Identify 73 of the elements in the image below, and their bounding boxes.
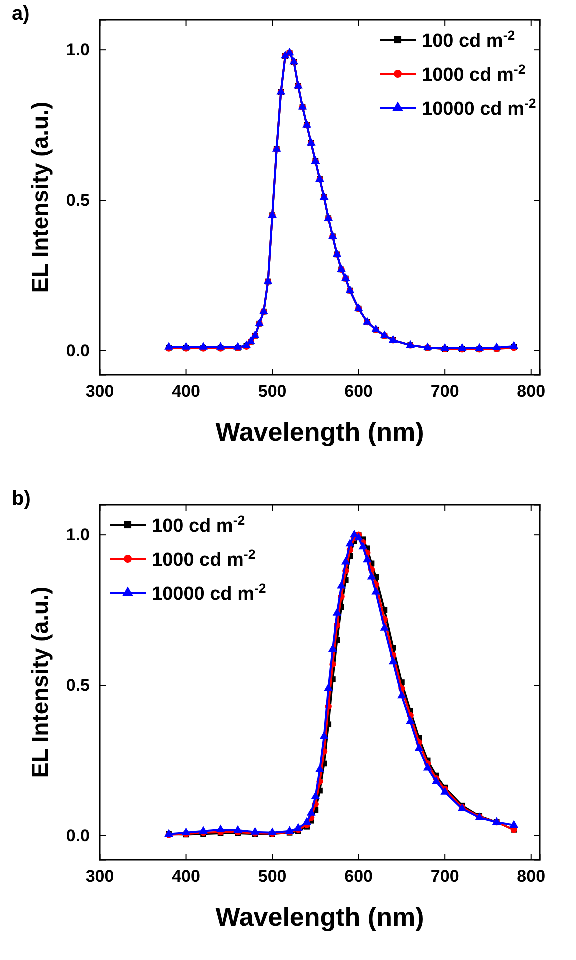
point <box>182 342 191 350</box>
point <box>372 587 381 595</box>
point <box>242 340 252 348</box>
point <box>234 342 242 350</box>
y-tick-label: 0.0 <box>66 826 90 846</box>
point <box>423 763 432 771</box>
point <box>164 829 174 837</box>
point <box>510 341 519 349</box>
point <box>510 820 519 828</box>
point <box>458 343 467 352</box>
y-tick-label: 0.5 <box>66 190 90 210</box>
x-tick-label: 400 <box>172 867 200 886</box>
legend-label: 1000 cd m$^{-2}$ <box>152 546 256 571</box>
point <box>363 554 372 563</box>
point <box>302 817 312 825</box>
point <box>354 532 364 541</box>
point <box>367 572 376 580</box>
point <box>328 644 338 652</box>
x-tick-label: 300 <box>86 867 114 886</box>
point <box>268 828 277 836</box>
chart-title: a) <box>12 3 30 25</box>
point <box>492 342 502 350</box>
point <box>346 538 355 547</box>
x-tick-label: 800 <box>517 382 546 402</box>
y-tick-label: 0.0 <box>66 341 90 360</box>
y-axis-title: EL Intensity (a.u.) <box>27 586 53 778</box>
y-tick-label: 1.0 <box>66 40 90 60</box>
y-tick-label: 1.0 <box>66 526 90 545</box>
point <box>216 342 226 350</box>
legend-label: 100 cd m$^{-2}$ <box>152 512 246 537</box>
point <box>337 581 346 589</box>
point <box>440 343 450 352</box>
point <box>216 824 226 832</box>
point <box>320 732 329 740</box>
point <box>380 623 390 631</box>
x-tick-label: 400 <box>172 382 200 402</box>
x-tick-label: 300 <box>86 382 114 402</box>
point <box>285 826 294 834</box>
point <box>294 823 303 831</box>
point <box>199 826 208 834</box>
point <box>324 683 334 692</box>
legend-label: 10000 cd m$^{-2}$ <box>152 580 266 605</box>
legend-label: 1000 cd m$^{-2}$ <box>422 62 526 86</box>
point <box>311 792 320 800</box>
point <box>388 656 398 665</box>
x-tick-label: 600 <box>344 867 374 886</box>
point <box>332 608 342 616</box>
point <box>341 557 350 565</box>
x-tick-label: 800 <box>517 867 546 886</box>
chart-title: b) <box>12 488 31 510</box>
point <box>164 342 174 350</box>
point <box>234 825 242 834</box>
point <box>199 342 208 350</box>
point <box>358 542 368 550</box>
point <box>316 764 324 772</box>
x-tick-label: 500 <box>258 867 287 886</box>
x-tick-label: 700 <box>430 382 460 402</box>
point <box>182 828 191 836</box>
x-tick-label: 700 <box>430 867 460 886</box>
point <box>398 690 406 699</box>
point <box>306 808 316 816</box>
y-axis-title: EL Intensity (a.u.) <box>27 102 53 294</box>
x-tick-label: 500 <box>258 382 287 402</box>
point <box>406 716 416 724</box>
legend-label: 100 cd m$^{-2}$ <box>422 28 516 52</box>
x-tick-label: 600 <box>344 382 374 402</box>
y-tick-label: 0.5 <box>66 676 90 695</box>
legend-label: 10000 cd m$^{-2}$ <box>422 96 536 120</box>
x-axis-title: Wavelength (nm) <box>216 417 424 447</box>
point <box>414 744 424 752</box>
point <box>250 827 260 835</box>
point <box>475 343 484 352</box>
x-axis-title: Wavelength (nm) <box>216 902 424 932</box>
